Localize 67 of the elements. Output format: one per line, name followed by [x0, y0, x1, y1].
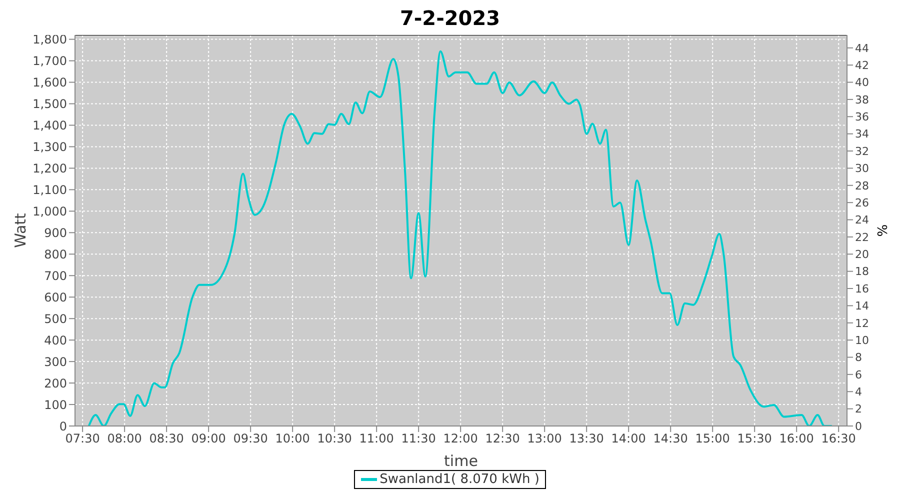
x-tick-label: 14:30	[653, 432, 688, 446]
y-axis-title: Watt	[11, 212, 30, 248]
x-tick-label: 08:00	[107, 432, 142, 446]
y-tick-label: 1,800	[32, 32, 67, 47]
y-tick-label: 1,700	[32, 54, 67, 68]
y2-tick-label: 44	[855, 42, 869, 55]
y-tick-label: 1,600	[32, 76, 67, 90]
y2-tick-label: 32	[855, 144, 869, 158]
x-tick-label: 09:30	[233, 432, 268, 446]
y-tick-label: 0	[59, 419, 67, 434]
x-tick-label: 11:00	[359, 432, 394, 446]
x-tick-label: 15:00	[695, 432, 730, 446]
y2-axis-title: %	[873, 224, 888, 237]
y2-tick-label: 34	[855, 128, 869, 141]
y2-tick-label: 26	[855, 196, 869, 210]
y-tick-label: 1,200	[32, 161, 67, 176]
y2-tick-label: 36	[855, 110, 869, 124]
y2-tick-label: 6	[855, 368, 862, 382]
x-tick-label: 08:30	[149, 432, 184, 446]
y2-tick-label: 22	[855, 230, 869, 244]
y-tick-label: 100	[44, 398, 67, 412]
y2-tick-label: 42	[855, 58, 869, 72]
y2-tick-label: 30	[855, 162, 869, 176]
y2-tick-label: 28	[855, 179, 869, 192]
x-axis-title: time	[444, 452, 478, 470]
y-tick-label: 500	[44, 312, 67, 326]
chart-title: 7-2-2023	[400, 6, 500, 30]
y-tick-label: 600	[44, 290, 67, 304]
line-series	[88, 50, 833, 426]
x-tick-label: 09:00	[191, 432, 226, 446]
y2-tick-label: 40	[855, 76, 869, 90]
x-tick-label: 16:30	[821, 432, 856, 446]
y2-tick-label: 18	[855, 265, 869, 278]
x-tick-label: 11:30	[401, 432, 436, 446]
x-tick-label: 16:00	[779, 432, 814, 446]
y2-tick-label: 2	[855, 402, 862, 416]
y-tick-label: 1,000	[32, 204, 67, 218]
y2-tick-label: 16	[855, 282, 869, 296]
y-tick-label: 700	[44, 268, 67, 283]
y-tick-label: 1,100	[32, 182, 67, 197]
y-tick-label: 400	[44, 333, 67, 348]
legend-label: Swanland1( 8.070 kWh )	[380, 472, 540, 487]
y2-tick-label: 38	[855, 93, 869, 106]
x-tick-label: 15:30	[737, 432, 772, 446]
y2-tick-label: 24	[855, 214, 869, 227]
y2-tick-label: 12	[855, 316, 869, 330]
y-tick-label: 1,300	[32, 140, 67, 154]
y-tick-label: 800	[44, 247, 67, 262]
y2-tick-label: 0	[855, 420, 862, 433]
x-tick-label: 10:30	[317, 432, 352, 446]
y2-tick-label: 20	[855, 248, 869, 262]
y2-tick-label: 8	[855, 351, 862, 364]
y2-tick-label: 4	[855, 386, 862, 399]
y-tick-label: 200	[44, 376, 67, 390]
x-tick-label: 13:00	[527, 432, 562, 446]
y-tick-label: 1,500	[32, 97, 67, 112]
y2-tick-label: 10	[855, 334, 869, 347]
y-tick-label: 900	[44, 226, 67, 240]
y-tick-label: 300	[44, 354, 67, 369]
x-tick-label: 12:30	[485, 432, 520, 446]
x-tick-label: 10:00	[275, 432, 310, 446]
y2-tick-label: 14	[855, 300, 869, 313]
x-tick-label: 07:30	[65, 432, 100, 446]
x-tick-label: 12:00	[443, 432, 478, 446]
y-tick-label: 1,400	[32, 118, 67, 132]
x-tick-label: 14:00	[611, 432, 646, 446]
x-tick-label: 13:30	[569, 432, 604, 446]
